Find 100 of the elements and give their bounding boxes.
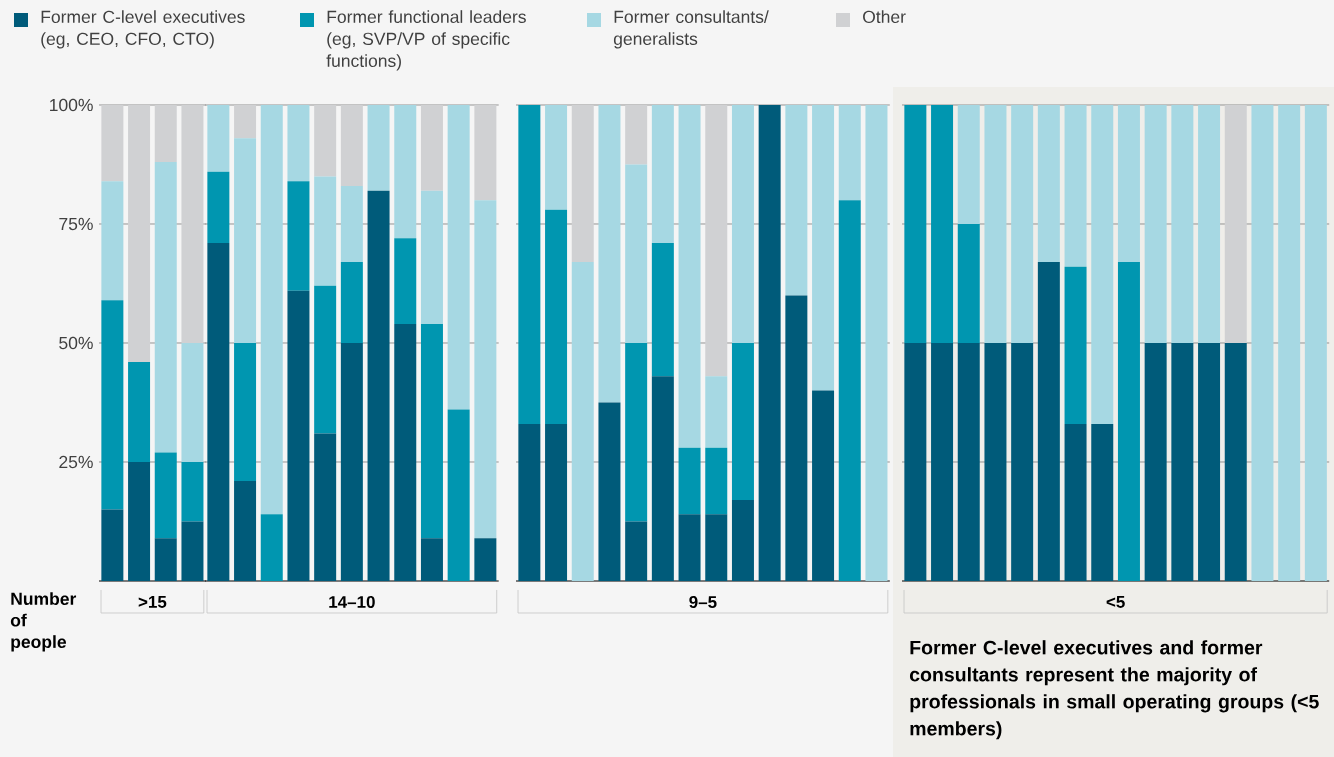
bar <box>234 342 257 482</box>
bar <box>785 295 808 581</box>
bar <box>447 104 470 410</box>
bar <box>181 461 204 522</box>
bar <box>1278 104 1301 581</box>
bar <box>207 104 230 172</box>
legend-label: Other <box>863 10 906 24</box>
bar <box>678 514 701 581</box>
bar <box>865 104 888 581</box>
bar <box>1091 104 1114 424</box>
bar <box>1011 104 1034 343</box>
legend-label: Former functional leaders (eg, SVP/VP of specific functions) <box>326 10 526 71</box>
bar <box>651 376 674 581</box>
bar <box>518 423 541 581</box>
bar <box>545 423 568 581</box>
bar <box>101 509 124 581</box>
bar <box>545 209 568 424</box>
bar <box>678 447 701 515</box>
bar <box>731 104 754 343</box>
bar <box>314 176 337 286</box>
bar <box>984 104 1007 343</box>
bar <box>314 433 337 581</box>
bar <box>1171 104 1194 343</box>
bar <box>207 243 230 581</box>
bar <box>1224 104 1247 343</box>
bar <box>207 171 230 244</box>
bar <box>984 342 1007 581</box>
y-tick-label: 50% <box>59 336 93 350</box>
bar <box>474 538 497 581</box>
bar <box>1117 262 1140 581</box>
bar <box>838 104 861 201</box>
bar <box>705 447 728 515</box>
bar <box>731 500 754 581</box>
bar <box>758 104 781 581</box>
bar <box>340 104 363 186</box>
bar <box>367 190 390 581</box>
bar <box>1091 423 1114 581</box>
bar <box>420 190 443 324</box>
bar <box>1251 104 1274 581</box>
bar <box>340 185 363 263</box>
bar <box>545 104 568 210</box>
x-axis-title: >15 <box>138 596 167 608</box>
bar <box>101 300 124 510</box>
bar <box>234 138 257 343</box>
bar <box>394 238 417 324</box>
bar <box>181 342 204 462</box>
bar <box>1144 104 1167 343</box>
legend-label: Former consultants/ generalists <box>613 10 769 49</box>
bar <box>785 104 808 296</box>
x-axis-title: 14–10 <box>329 595 375 609</box>
bar <box>128 461 151 581</box>
bar <box>128 362 151 462</box>
bar <box>340 342 363 581</box>
bar <box>447 409 470 581</box>
y-tick-label: 100% <box>50 98 93 112</box>
bar <box>651 243 674 377</box>
bar <box>234 104 257 139</box>
bar <box>904 342 927 581</box>
bar <box>420 538 443 581</box>
bar <box>1198 342 1221 581</box>
bar <box>287 104 310 182</box>
bar <box>678 104 701 448</box>
bar <box>812 104 835 391</box>
bar <box>154 162 177 453</box>
bar <box>340 262 363 343</box>
bar <box>1064 423 1087 581</box>
bar <box>931 104 954 343</box>
bar <box>287 290 310 581</box>
bar <box>128 104 151 363</box>
bar <box>154 538 177 581</box>
bar <box>1304 104 1327 581</box>
bar <box>101 104 124 182</box>
legend-label: Former C-level executives (eg, CEO, CFO, CTO) <box>41 10 245 49</box>
bar <box>625 342 648 522</box>
y-tick-label: 75% <box>59 217 93 231</box>
bar <box>394 104 417 239</box>
bar <box>314 104 337 177</box>
bar <box>287 181 310 291</box>
bar <box>904 104 927 343</box>
bar <box>1037 262 1060 581</box>
y-tick-label: 25% <box>59 455 93 469</box>
bar <box>931 342 954 581</box>
bar <box>1117 104 1140 263</box>
bar <box>101 181 124 301</box>
bar <box>1064 266 1087 424</box>
bar <box>181 104 204 343</box>
bar <box>705 514 728 581</box>
bar <box>651 104 674 244</box>
bar <box>1198 104 1221 343</box>
bar <box>705 376 728 448</box>
bar <box>1144 342 1167 581</box>
bar <box>1037 104 1060 263</box>
bar <box>1171 342 1194 581</box>
bar <box>260 514 283 581</box>
bar <box>234 481 257 581</box>
bar <box>812 390 835 581</box>
bar <box>957 223 980 343</box>
bar <box>154 452 177 539</box>
bar <box>598 402 621 581</box>
bar <box>518 104 541 424</box>
